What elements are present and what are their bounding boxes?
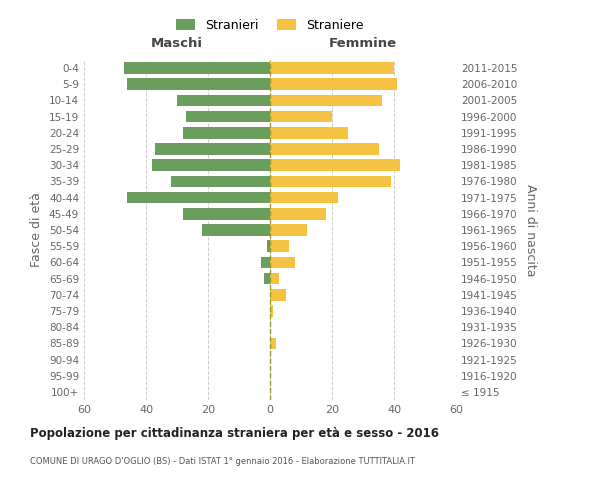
Bar [270, 272, 280, 284]
Bar [270, 78, 397, 90]
Bar [187, 111, 270, 122]
Bar [270, 256, 295, 268]
Bar [202, 224, 270, 236]
Bar [127, 78, 270, 90]
Bar [270, 111, 332, 122]
Bar [270, 208, 326, 220]
Bar [260, 256, 270, 268]
Text: Popolazione per cittadinanza straniera per età e sesso - 2016: Popolazione per cittadinanza straniera p… [30, 428, 439, 440]
Bar [171, 176, 270, 188]
Bar [267, 240, 270, 252]
Bar [270, 176, 391, 188]
Bar [124, 62, 270, 74]
Bar [177, 94, 270, 106]
Y-axis label: Fasce di età: Fasce di età [31, 192, 43, 268]
Bar [270, 305, 273, 317]
Bar [270, 240, 289, 252]
Bar [270, 289, 286, 300]
Bar [264, 272, 270, 284]
Bar [270, 62, 394, 74]
Text: Femmine: Femmine [329, 38, 397, 51]
Bar [270, 224, 307, 236]
Bar [155, 143, 270, 155]
Bar [270, 94, 382, 106]
Text: COMUNE DI URAGO D'OGLIO (BS) - Dati ISTAT 1° gennaio 2016 - Elaborazione TUTTITA: COMUNE DI URAGO D'OGLIO (BS) - Dati ISTA… [30, 458, 415, 466]
Legend: Stranieri, Straniere: Stranieri, Straniere [172, 14, 368, 36]
Bar [270, 143, 379, 155]
Text: Maschi: Maschi [151, 38, 203, 51]
Bar [127, 192, 270, 203]
Bar [270, 192, 338, 203]
Bar [152, 160, 270, 171]
Bar [270, 338, 276, 349]
Y-axis label: Anni di nascita: Anni di nascita [524, 184, 537, 276]
Bar [270, 160, 400, 171]
Bar [270, 127, 347, 138]
Bar [183, 208, 270, 220]
Bar [183, 127, 270, 138]
